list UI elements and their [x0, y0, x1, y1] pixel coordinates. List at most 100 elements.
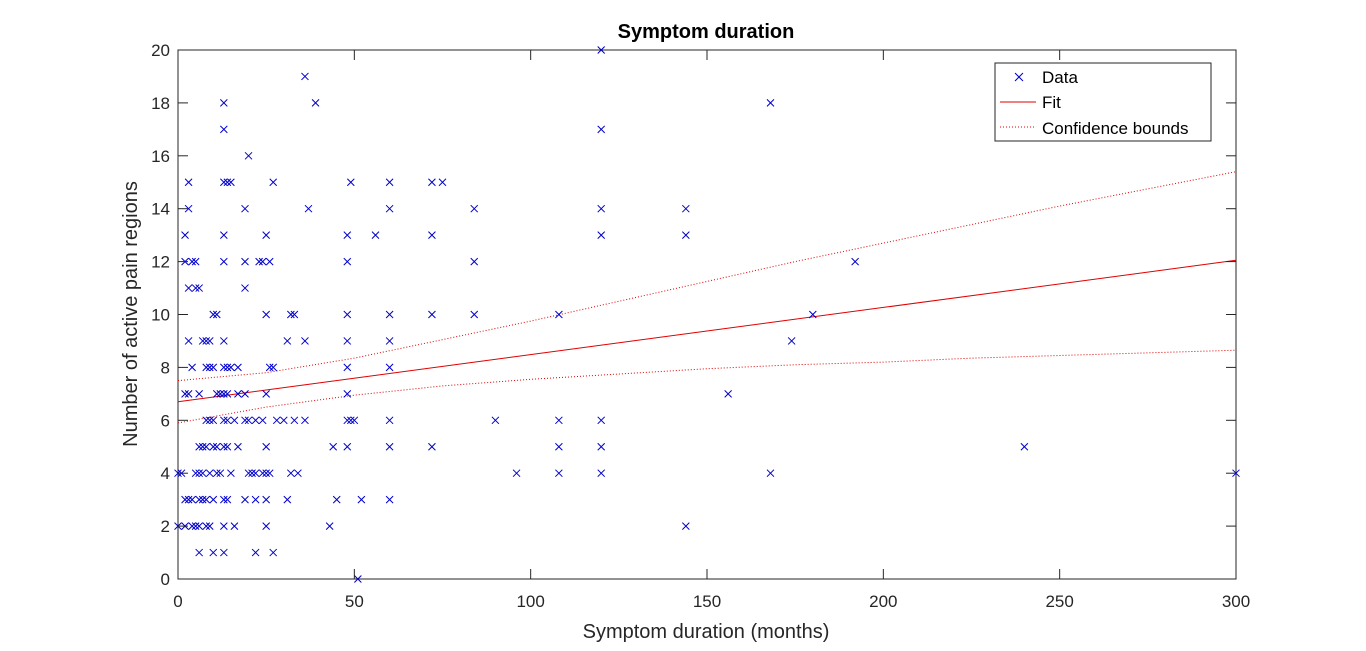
data-point	[216, 469, 225, 478]
data-point	[787, 337, 796, 345]
data-point	[290, 310, 299, 319]
data-point	[202, 522, 211, 530]
y-tick-label: 12	[151, 253, 170, 272]
data-point	[219, 99, 228, 107]
legend: Data Fit Confidence bounds	[994, 62, 1212, 142]
data-point	[258, 416, 267, 425]
data-point	[209, 416, 218, 425]
data-point	[202, 442, 211, 451]
data-point	[512, 469, 521, 478]
data-point	[181, 231, 189, 240]
data-point	[219, 231, 228, 240]
data-point	[191, 522, 200, 530]
data-point	[286, 310, 295, 319]
legend-label-bounds: Confidence bounds	[1042, 119, 1189, 138]
data-point	[184, 204, 193, 213]
data-point	[195, 442, 204, 451]
data-point	[219, 416, 228, 425]
data-point	[301, 337, 309, 345]
data-point	[357, 495, 366, 504]
data-point	[241, 389, 249, 398]
x-tick-label: 100	[516, 592, 544, 611]
data-point	[724, 389, 733, 398]
data-point	[262, 389, 271, 398]
data-point	[216, 389, 225, 398]
data-point	[195, 284, 204, 292]
data-point	[597, 125, 606, 134]
data-point	[188, 522, 196, 530]
y-tick-label: 0	[161, 570, 170, 589]
data-point	[766, 469, 775, 478]
data-point	[223, 178, 232, 187]
data-point	[343, 257, 352, 266]
data-point	[188, 363, 196, 372]
data-point	[346, 178, 355, 187]
x-axis-label: Symptom duration (months)	[583, 621, 830, 643]
data-point	[244, 416, 253, 425]
fit-line-group	[177, 259, 1237, 403]
axis-ticks: 0 50 100 150 200 250 300 0 2 4 6 8 10 12 14 16 18 20	[151, 41, 1250, 611]
data-point	[230, 522, 239, 530]
data-point	[325, 522, 334, 530]
data-point	[223, 389, 232, 398]
data-point	[205, 522, 214, 530]
data-point	[428, 231, 436, 240]
data-point	[258, 257, 267, 266]
y-tick-label: 10	[151, 306, 170, 325]
data-point	[255, 257, 263, 266]
y-tick-label: 4	[161, 464, 170, 483]
data-point	[205, 416, 214, 425]
data-point	[251, 416, 260, 425]
data-point	[188, 257, 196, 266]
data-point	[241, 416, 249, 425]
data-point	[195, 469, 204, 478]
data-point	[205, 469, 214, 478]
data-point	[205, 337, 214, 345]
data-point	[184, 337, 193, 345]
y-tick-label: 6	[161, 411, 170, 430]
data-point	[191, 284, 200, 292]
legend-label-fit: Fit	[1042, 93, 1061, 112]
data-point	[209, 495, 218, 504]
x-tick-label: 250	[1045, 592, 1073, 611]
data-point	[227, 469, 235, 478]
data-point	[219, 337, 228, 345]
data-point	[385, 416, 394, 425]
data-point	[301, 72, 309, 81]
data-point	[371, 231, 380, 240]
data-point	[212, 469, 221, 478]
data-point	[332, 495, 341, 504]
data-point	[219, 389, 228, 398]
data-point	[198, 442, 207, 451]
data-point	[851, 257, 859, 266]
y-tick-label: 16	[151, 147, 170, 166]
data-point	[808, 310, 817, 319]
data-point	[251, 548, 260, 557]
x-tick-label: 50	[345, 592, 364, 611]
data-point	[385, 178, 394, 187]
data-point	[343, 389, 352, 398]
data-point	[262, 522, 271, 530]
data-point	[195, 389, 204, 398]
data-point	[219, 363, 228, 372]
data-point	[184, 284, 193, 292]
data-point	[209, 310, 218, 319]
confidence-bound-upper	[177, 171, 1237, 382]
data-point	[223, 416, 232, 425]
data-point	[294, 469, 302, 478]
data-point	[234, 363, 242, 372]
data-point	[343, 231, 352, 240]
data-point	[212, 442, 221, 451]
x-tick-label: 150	[693, 592, 721, 611]
data-point	[234, 389, 242, 398]
data-points	[174, 46, 1240, 583]
data-point	[262, 495, 271, 504]
data-point	[251, 495, 260, 504]
data-point	[343, 337, 352, 345]
data-point	[438, 178, 447, 187]
data-point	[202, 416, 211, 425]
data-point	[184, 389, 193, 398]
confidence-bound-lower	[177, 349, 1237, 424]
data-point	[766, 99, 775, 107]
